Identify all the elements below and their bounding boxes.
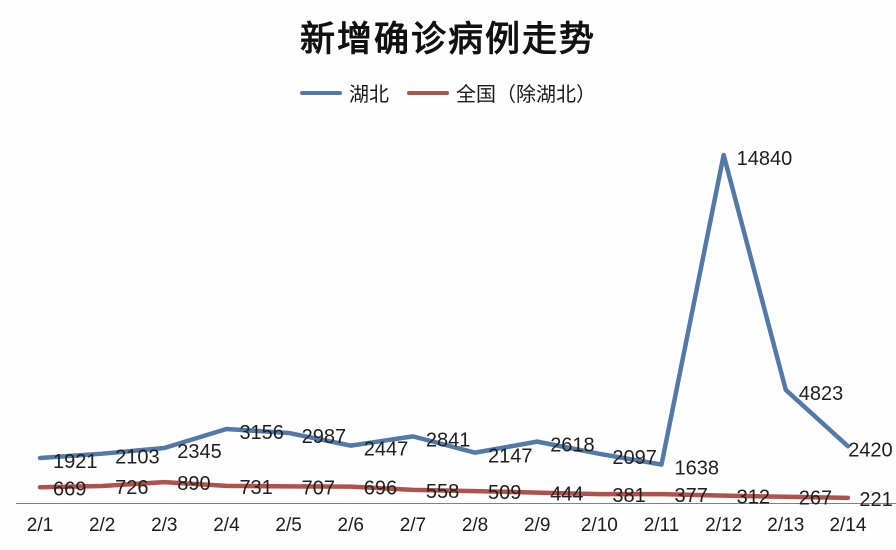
data-label: 2447 xyxy=(364,439,409,461)
data-label: 558 xyxy=(426,481,459,503)
data-label: 444 xyxy=(550,484,583,506)
data-label: 312 xyxy=(737,487,770,509)
data-label: 731 xyxy=(239,477,272,499)
data-label: 1921 xyxy=(53,451,98,473)
x-axis-label: 2/4 xyxy=(213,515,240,536)
legend-item-hubei: 湖北 xyxy=(300,78,389,107)
x-axis-label: 2/5 xyxy=(275,515,301,536)
data-label: 696 xyxy=(364,478,397,500)
data-label: 381 xyxy=(612,485,645,507)
x-axis-label: 2/12 xyxy=(705,515,742,536)
x-axis-label: 2/8 xyxy=(462,515,488,536)
data-label: 2987 xyxy=(302,426,347,448)
x-axis-label: 2/1 xyxy=(27,515,53,536)
x-axis-label: 2/14 xyxy=(829,515,866,536)
data-label: 2420 xyxy=(848,439,893,461)
data-label: 2618 xyxy=(550,435,595,457)
legend-item-national: 全国（除湖北） xyxy=(407,78,596,107)
data-label: 509 xyxy=(488,482,521,504)
data-label: 726 xyxy=(115,477,148,499)
data-label: 377 xyxy=(675,485,708,507)
data-label: 2103 xyxy=(115,447,159,469)
x-axis-label: 2/6 xyxy=(338,515,364,536)
data-label: 2147 xyxy=(488,446,533,468)
data-label: 267 xyxy=(799,488,832,510)
data-label: 2841 xyxy=(426,429,471,451)
x-axis-label: 2/9 xyxy=(524,515,550,536)
x-axis-label: 2/11 xyxy=(644,515,680,536)
legend-label-hubei: 湖北 xyxy=(349,84,389,106)
legend-line-swatch-national xyxy=(407,90,449,95)
x-axis-label: 2/10 xyxy=(581,515,618,536)
data-label: 4823 xyxy=(799,383,844,405)
x-axis-label: 2/13 xyxy=(767,515,804,536)
x-axis-label: 2/2 xyxy=(89,515,115,536)
data-label: 2345 xyxy=(177,441,222,463)
data-label: 221 xyxy=(859,489,892,511)
legend-label-national: 全国（除湖北） xyxy=(456,84,596,106)
data-label: 14840 xyxy=(737,148,793,170)
data-label: 3156 xyxy=(239,422,284,444)
chart-title: 新增确诊病例走势 xyxy=(299,20,596,59)
x-axis-label: 2/7 xyxy=(400,515,426,536)
legend: 湖北 全国（除湖北） xyxy=(0,78,896,107)
series-line-national xyxy=(37,479,851,501)
data-label: 2097 xyxy=(612,447,657,469)
x-axis-label: 2/3 xyxy=(151,515,177,536)
data-label: 1638 xyxy=(675,458,720,480)
data-label: 890 xyxy=(177,473,210,495)
legend-line-swatch-hubei xyxy=(300,90,342,95)
series-line-hubei xyxy=(37,152,851,467)
data-label: 669 xyxy=(53,478,86,500)
data-label: 707 xyxy=(302,477,335,499)
